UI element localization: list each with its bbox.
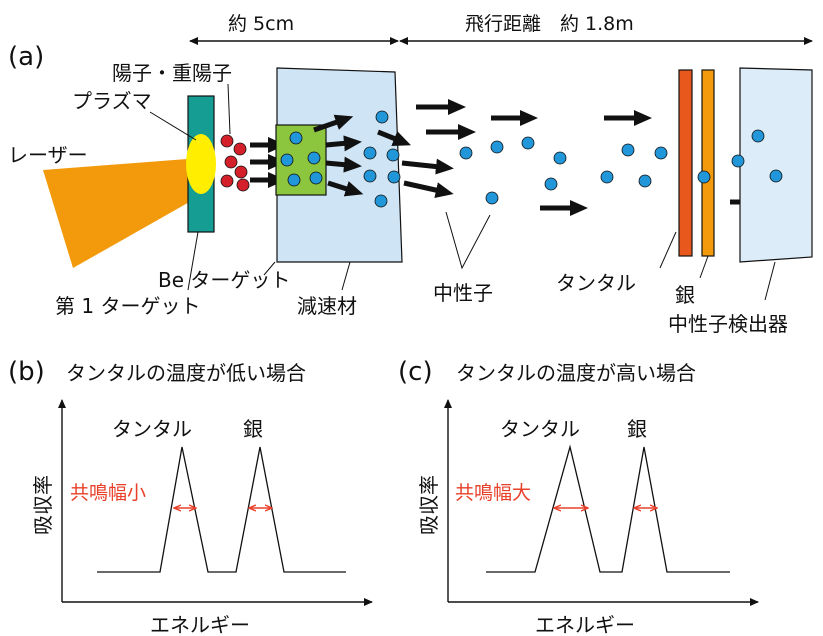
protons-label: 陽子・重陽子 xyxy=(112,61,232,85)
plot-c-xlabel: エネルギー xyxy=(535,613,635,636)
first-target-leader xyxy=(187,231,199,291)
neutrons-flight xyxy=(459,136,668,205)
neutron xyxy=(751,129,765,143)
plasma-leader-line xyxy=(149,111,197,141)
plot-c-peak1: タンタル xyxy=(500,417,580,441)
protons-leader-line xyxy=(227,83,231,135)
laser-beam xyxy=(43,158,200,268)
neutron xyxy=(363,169,377,183)
neutron xyxy=(769,169,783,183)
be-target-label: Be ターゲット xyxy=(158,268,290,292)
neutron xyxy=(375,110,389,124)
detector-label: 中性子検出器 xyxy=(668,312,788,336)
proton-arrows xyxy=(250,137,286,188)
silver-label: 銀 xyxy=(675,283,695,307)
plot-c-title: タンタルの温度が高い場合 xyxy=(456,361,696,385)
flight-distance-label: 飛行距離 約 1.8m xyxy=(465,13,634,35)
neutron xyxy=(731,154,745,168)
plasma-label: プラズマ xyxy=(72,89,152,113)
plot-c-peak2: 銀 xyxy=(627,417,647,441)
plot-c-ylabel: 吸収率 xyxy=(417,475,441,535)
label-leader-lines xyxy=(187,211,776,301)
proton xyxy=(224,155,238,169)
neutron-label: 中性子 xyxy=(433,281,493,305)
plot-c: (c) タンタルの温度が高い場合 吸収率 エネルギー タンタル 銀 共鳴幅大 xyxy=(398,357,759,636)
plot-b-title: タンタルの温度が低い場合 xyxy=(66,361,306,385)
tantalum-label: タンタル xyxy=(556,271,636,295)
moderator-arrows xyxy=(313,114,364,197)
plot-b-curve xyxy=(97,446,346,573)
neutrons-moderator xyxy=(280,110,401,208)
neutron xyxy=(621,143,635,157)
proton xyxy=(233,142,247,156)
protons-cluster xyxy=(220,134,250,192)
tantalum-leader xyxy=(659,231,677,269)
neutron xyxy=(386,148,400,162)
panel-b-label: (b) xyxy=(8,357,45,387)
neutron xyxy=(374,194,388,208)
plot-b-annotation: 共鳴幅小 xyxy=(70,482,146,504)
proton xyxy=(234,165,248,179)
neutron xyxy=(363,146,377,160)
be-target-leader xyxy=(263,261,276,276)
plot-b-ylabel: 吸収率 xyxy=(31,475,55,535)
neutron xyxy=(521,136,535,150)
neutron xyxy=(280,153,294,167)
detector-leader xyxy=(764,261,776,301)
proton xyxy=(220,134,234,148)
neutrons-detector xyxy=(731,129,783,183)
neutron xyxy=(309,171,323,185)
proton xyxy=(220,174,234,188)
neutron-detector xyxy=(739,67,813,263)
tantalum-plate xyxy=(678,69,693,257)
neutron xyxy=(654,146,668,160)
neutron xyxy=(638,174,652,188)
neutron xyxy=(697,170,711,184)
plot-b-peak1: タンタル xyxy=(112,417,192,441)
neutron xyxy=(600,170,614,184)
plot-c-annotation: 共鳴幅大 xyxy=(455,482,531,504)
first-target-label: 第 1 ターゲット xyxy=(55,294,200,318)
neutron xyxy=(289,131,303,145)
plasma-ellipse xyxy=(186,134,216,194)
panel-a-label: (a) xyxy=(8,42,44,72)
laser-label: レーザー xyxy=(8,143,88,167)
moderator-label: 減速材 xyxy=(297,294,357,318)
neutron xyxy=(387,170,401,184)
proton xyxy=(236,178,250,192)
moderator-leader xyxy=(341,261,351,291)
plot-b-peak2: 銀 xyxy=(243,417,263,441)
silver-leader xyxy=(699,255,709,279)
neutron xyxy=(307,151,321,165)
neutron xyxy=(553,151,567,165)
plot-c-curve xyxy=(486,444,730,573)
plot-b: (b) タンタルの温度が低い場合 吸収率 エネルギー タンタル 銀 共鳴幅小 xyxy=(8,357,373,636)
neutron xyxy=(459,146,473,160)
neutron xyxy=(485,191,499,205)
panel-c-label: (c) xyxy=(398,357,433,387)
neutron-leader xyxy=(445,211,491,270)
neutron xyxy=(490,140,504,154)
plot-b-xlabel: エネルギー xyxy=(150,613,250,636)
distance-5cm-label: 約 5cm xyxy=(228,13,294,35)
neutron xyxy=(287,173,301,187)
silver-plate xyxy=(701,69,715,257)
neutron xyxy=(544,177,558,191)
